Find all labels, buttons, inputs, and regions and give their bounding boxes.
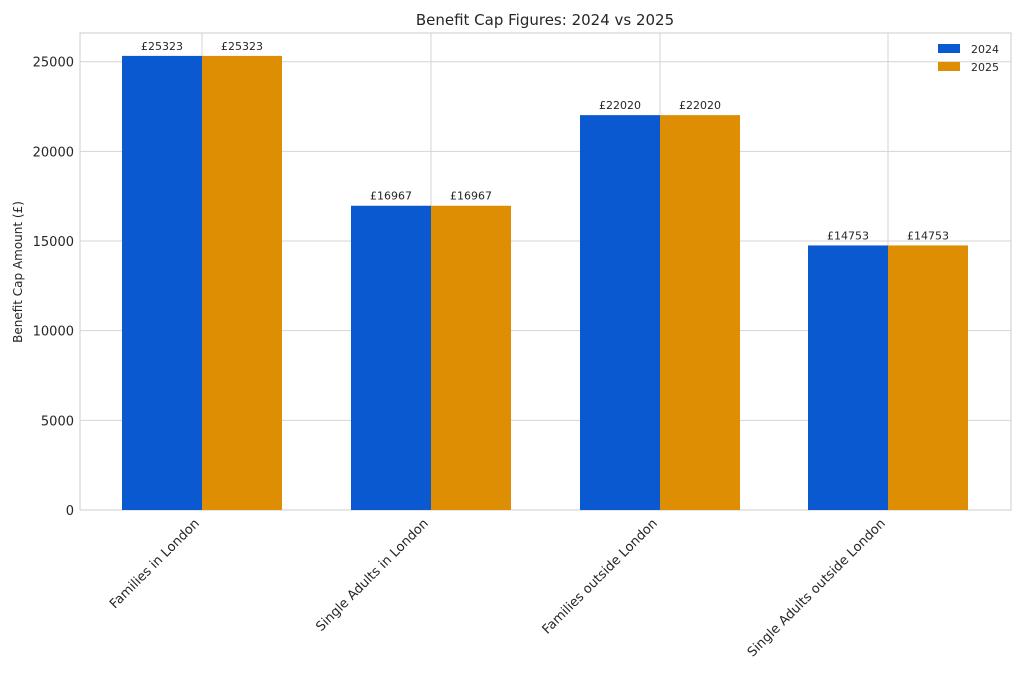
y-tick-label: 10000 (33, 325, 74, 340)
data-label: £25323 (221, 40, 263, 53)
legend-swatch-2024 (938, 44, 960, 53)
y-tick-label: 25000 (33, 56, 74, 71)
data-label: £14753 (827, 229, 869, 242)
legend-swatch-2025 (938, 62, 960, 71)
legend-label-2025: 2025 (971, 61, 999, 74)
bar-2025-2 (431, 205, 511, 511)
y-tick-label: 5000 (41, 414, 74, 429)
y-tick-label: 20000 (33, 145, 74, 160)
data-label: £22020 (599, 99, 641, 112)
y-tick-label: 15000 (33, 235, 74, 250)
bar-2024-2 (351, 205, 431, 511)
bar-2024-1 (122, 55, 202, 510)
y-axis-label: Benefit Cap Amount (£) (11, 201, 25, 343)
bar-2025-3 (660, 115, 740, 511)
data-label: £16967 (450, 190, 492, 203)
bar-2024-3 (580, 115, 660, 511)
data-label: £22020 (679, 99, 721, 112)
bar-2024-4 (808, 245, 888, 510)
y-tick-label: 0 (66, 504, 74, 519)
data-label: £16967 (370, 190, 412, 203)
data-label: £14753 (907, 229, 949, 242)
chart-title: Benefit Cap Figures: 2024 vs 2025 (416, 11, 674, 29)
legend-label-2024: 2024 (971, 43, 999, 56)
y-axis-ticks: 0 5000 10000 15000 20000 25000 (33, 56, 74, 519)
bar-2025-1 (202, 55, 282, 510)
bars (122, 55, 968, 511)
legend: 2024 2025 (938, 43, 999, 74)
data-labels: £25323 £16967 £22020 £14753 £25323 £16967 £220… (141, 40, 949, 243)
plot-frame (79, 32, 1012, 511)
bar-2025-4 (888, 245, 968, 510)
data-label: £25323 (141, 40, 183, 53)
